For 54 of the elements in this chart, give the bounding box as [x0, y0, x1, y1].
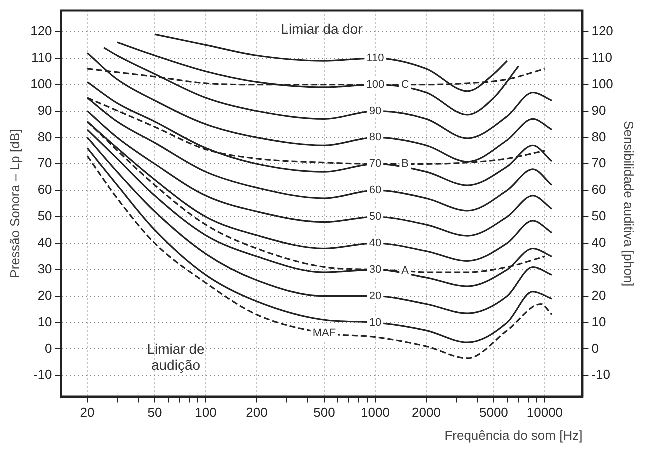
y2-tick-label: 30 — [592, 261, 606, 276]
annotation: A — [402, 265, 410, 278]
y2-tick-label: -10 — [592, 367, 611, 382]
y2-tick-label: 70 — [592, 156, 606, 171]
annotation: 80 — [369, 132, 382, 144]
x-tick-label: 100 — [195, 405, 217, 420]
y-tick-label: 120 — [30, 24, 52, 39]
y-axis-title: Pressão Sonora – Lp [dB] — [7, 129, 22, 278]
y2-tick-label: 40 — [592, 235, 606, 250]
annotation: 10 — [369, 316, 382, 329]
annotation: 30 — [369, 264, 382, 276]
y2-axis-title: Sensibilidade auditiva [phon] — [622, 121, 637, 287]
y2-tick-label: 90 — [592, 102, 606, 118]
x-tick-label: 500 — [314, 405, 336, 420]
annotation: 50 — [369, 211, 382, 224]
y2-tick-label: 20 — [592, 288, 606, 303]
annotation: C — [401, 78, 410, 91]
y2-tick-label: 110 — [592, 50, 612, 65]
y2-tick-label: 60 — [592, 182, 606, 198]
x-axis-title: Frequência do som [Hz] — [444, 428, 583, 443]
y-tick-label: 50 — [38, 208, 52, 224]
annotation: Limiar de audição — [147, 341, 205, 374]
y-tick-label: 60 — [38, 182, 52, 198]
y-tick-label: 20 — [38, 288, 52, 303]
y-tick-label: 0 — [45, 340, 52, 356]
annotation: Limiar da dor — [281, 20, 364, 37]
x-tick-label: 5000 — [479, 405, 508, 420]
y-tick-label: 30 — [38, 261, 52, 276]
x-tick-label: 20 — [80, 405, 95, 420]
y-tick-label: 70 — [38, 156, 52, 171]
annotation: 90 — [369, 105, 382, 118]
x-tick-label: 10000 — [526, 405, 564, 420]
x-tick-label: 200 — [246, 405, 268, 420]
y-tick-label: 10 — [38, 314, 52, 330]
y2-tick-label: 0 — [592, 340, 599, 356]
y2-tick-label: 120 — [592, 24, 614, 39]
y-tick-label: 110 — [32, 50, 52, 65]
y-tick-label: 40 — [38, 235, 52, 250]
y-tick-label: 80 — [38, 129, 52, 144]
y2-tick-label: 10 — [592, 314, 606, 330]
annotation: 60 — [369, 184, 382, 197]
y2-tick-label: 80 — [592, 129, 606, 144]
y2-tick-label: 50 — [592, 208, 606, 224]
y-tick-label: 90 — [38, 102, 52, 118]
y2-tick-label: 100 — [592, 76, 614, 92]
x-tick-label: 50 — [148, 405, 162, 420]
annotation: 70 — [369, 158, 382, 170]
x-tick-label: 2000 — [412, 405, 441, 420]
annotation: 20 — [369, 290, 382, 302]
x-tick-label: 1000 — [361, 405, 390, 420]
y-tick-label: 100 — [30, 76, 52, 92]
y-tick-label: -10 — [33, 367, 52, 382]
annotation: B — [402, 158, 409, 170]
annotation: 40 — [369, 237, 382, 250]
